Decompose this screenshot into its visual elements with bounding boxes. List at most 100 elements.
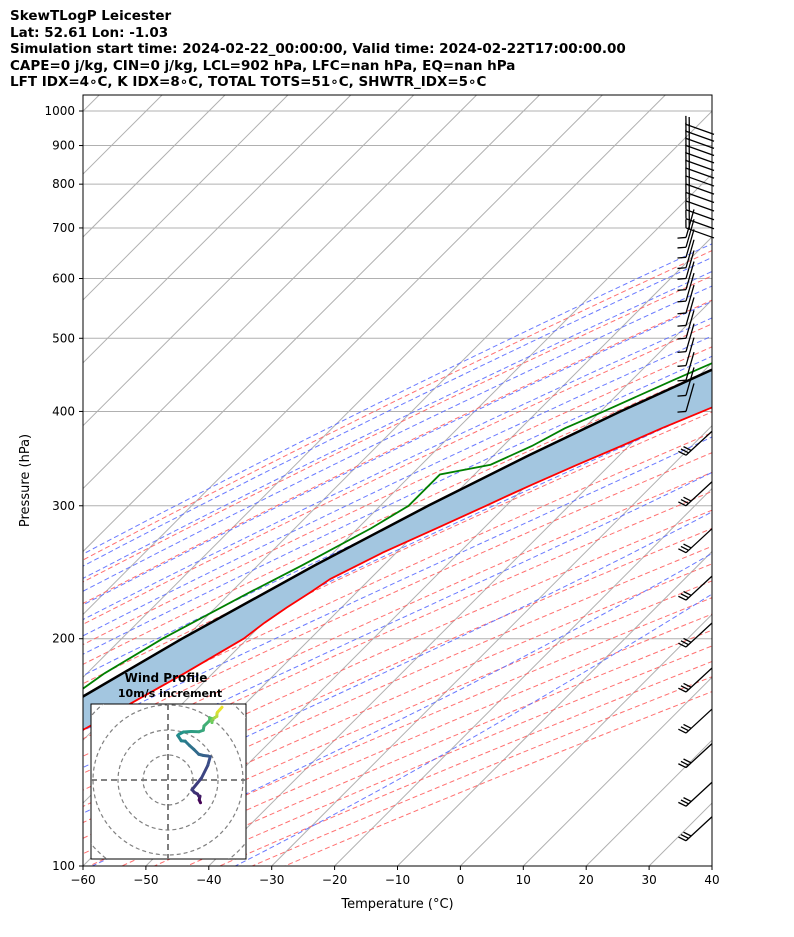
x-tick-label: −20 [322,873,347,887]
x-tick-label: −60 [70,873,95,887]
wind-barb-staff [685,167,715,179]
wind-barb-flag [678,687,687,693]
wind-barb [685,192,715,212]
dry-adiabat-line [83,452,712,740]
wind-barb [677,383,695,413]
isotherm-line [83,95,477,490]
wind-barb-staff [685,272,695,302]
wind-barb [677,323,695,353]
wind-barb-flag [677,410,687,413]
y-tick-label: 800 [52,177,75,191]
wind-barb-staff [685,816,713,842]
dry-adiabat-line [83,323,712,625]
hodograph-title: Wind Profile [125,671,208,685]
wind-barb-flag [677,394,687,397]
wind-barb-flag [678,763,687,769]
wind-barb [677,219,695,249]
wind-barb [678,528,713,554]
wind-barb [678,667,713,693]
wind-barb [685,115,715,135]
wind-barb-staff [685,200,715,212]
x-tick-label: 30 [641,873,656,887]
wind-barb-flag [678,642,687,648]
wind-barb-staff [685,528,713,554]
isotherm-line [83,95,289,301]
x-axis-label: Temperature (°C) [340,897,453,912]
hodograph-segment [206,755,212,767]
axes-layer: −60 −50 −40 −30 −20 −10 0 10 20 30 40 100 200 300 400 5… [18,104,720,912]
wind-barb [678,430,713,456]
indices-line: LFT IDX=4∘C, K IDX=8∘C, TOTAL TOTS=51∘C,… [10,74,487,90]
wind-barb-staff [685,708,713,734]
wind-barb [677,272,695,303]
moist-adiabat-line [83,256,712,567]
wind-barb [677,239,695,270]
wind-barb-flag [677,364,687,367]
x-tick-label: −30 [259,873,284,887]
wind-barb-staff [685,297,695,326]
moist-adiabat-line [83,317,712,621]
wind-barb [677,284,695,315]
temperature-line [83,406,712,731]
hodograph-plot [91,704,246,859]
wind-barb-flag [677,351,687,353]
wind-barb-flag [677,300,687,303]
hodograph-segment [218,705,224,711]
isotherm-line [522,676,712,866]
wind-barb-flag [677,246,687,249]
wind-barb [677,261,695,291]
moist-adiabat-line [83,285,712,592]
wind-barb-staff [685,130,715,142]
wind-barb-staff [685,144,715,157]
wind-barb-flag [677,277,687,280]
parcel-profile-line [83,368,712,698]
wind-barb-staff [685,239,695,268]
dry-adiabat-line [83,368,712,665]
isotherm-line [83,95,540,553]
dry-adiabat-line [83,299,712,605]
chart-title: SkewTLogP Leicester [10,8,172,24]
wind-barb-flag [680,760,689,766]
wind-barb-staff [685,575,713,601]
moist-adiabat-line [83,436,712,732]
wind-barb-staff [685,191,715,204]
wind-barb-staff [685,323,695,352]
dry-adiabat-line [83,471,712,757]
wind-barb-flag [677,312,687,315]
wind-barb [685,151,715,172]
wind-barb-flag [678,450,687,456]
wind-barb [677,250,695,280]
wind-barb-staff [685,209,715,221]
x-tick-label: 0 [457,873,465,887]
isotherm-line [648,802,712,866]
moist-adiabat-line [83,300,712,606]
wind-barb [685,201,715,221]
wind-barb-flag [677,256,687,259]
wind-barb [685,159,715,179]
y-tick-label: 1000 [44,104,75,118]
isotherm-line [83,95,352,364]
wind-barb-flag [680,498,689,504]
wind-barb-flag [683,637,692,643]
wind-barb-staff [685,219,695,248]
wind-barb-flag [683,590,692,596]
wind-barb-flag [680,799,689,805]
x-tick-label: 10 [516,873,531,887]
profile-lines-layer [83,362,712,731]
wind-barb-staff [685,209,695,238]
wind-barb-staff [685,159,715,172]
wind-barb-staff [685,352,695,381]
wind-barb [678,743,713,769]
wind-barb [678,781,713,807]
wind-barb-flag [683,758,692,764]
wind-barb-staff [685,430,713,456]
y-tick-label: 600 [52,271,75,285]
wind-barb-flag [683,831,692,837]
wind-barb [678,708,713,734]
wind-barb-staff [685,152,715,164]
hodograph-subtitle: 10m/s increment [118,687,222,700]
isotherm-line [397,550,712,866]
wind-barb-flag [677,337,687,340]
moist-adiabat-line [83,335,712,637]
